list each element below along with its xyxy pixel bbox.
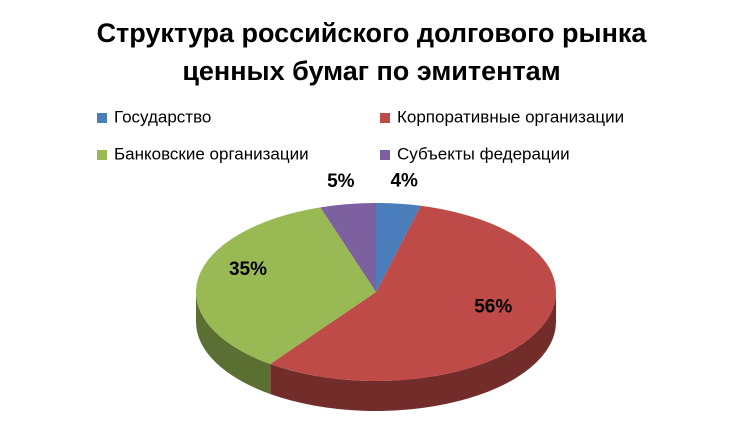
legend-label: Банковские организации [114,144,309,163]
data-label: 4% [390,171,418,192]
slice [196,207,376,365]
slice-side [270,292,556,411]
legend-marker [97,113,107,123]
slice [376,203,421,292]
data-label: 35% [229,259,267,280]
legend-marker [97,150,107,160]
legend-marker [380,113,390,123]
data-label: 5% [327,171,355,192]
legend-label: Государство [114,107,211,126]
slice [320,203,376,292]
data-label: 56% [474,296,512,317]
legend-label: Субъекты федерации [397,144,570,163]
slice [270,205,557,381]
legend-label: Корпоративные организации [397,107,624,126]
slice-side [196,292,271,395]
legend-marker [380,150,390,160]
chart-title: Структура российского долгового рынка це… [96,18,647,86]
